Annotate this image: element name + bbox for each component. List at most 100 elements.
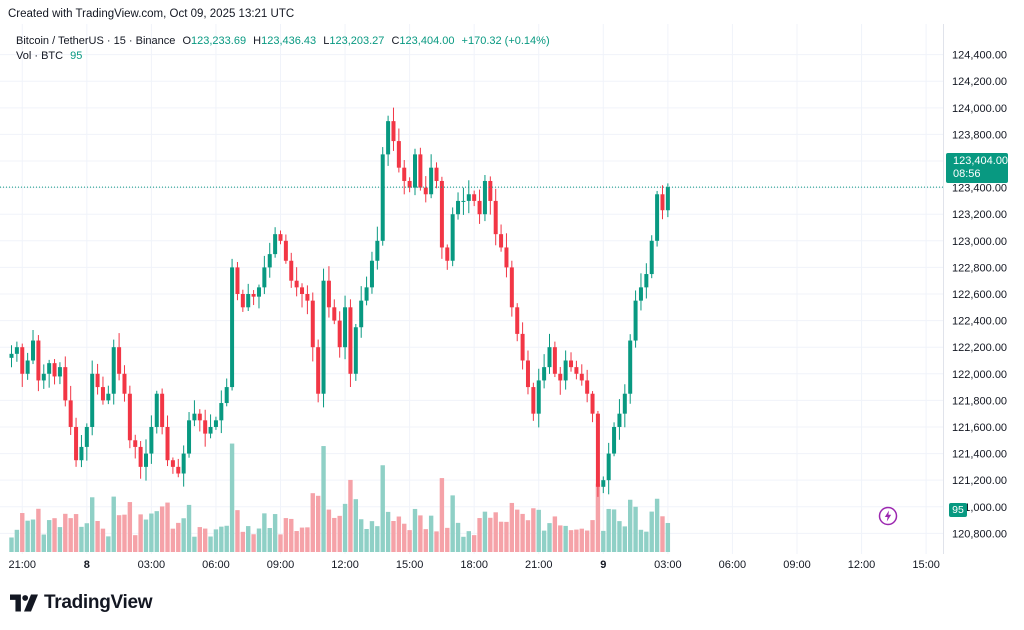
bar-countdown: 08:56 (953, 168, 981, 180)
candle-body (482, 180, 487, 215)
candle-body (525, 360, 530, 388)
time-tick-label: 21:00 (8, 559, 36, 571)
volume-bar (649, 511, 654, 552)
volume-bar (149, 513, 154, 552)
legend-high-label: H (253, 35, 262, 47)
volume-bar (482, 511, 488, 552)
price-tick-label: 124,200.00 (952, 76, 1007, 88)
tradingview-brand[interactable]: TradingView (10, 592, 153, 614)
legend-volume-label[interactable]: Vol · BTC (16, 50, 64, 62)
candle-body (391, 121, 396, 142)
legend-change-value: +170.32 (+0.14%) (461, 35, 550, 47)
candle-body (450, 214, 455, 261)
price-tick-label: 121,200.00 (952, 475, 1007, 487)
price-tick-label: 120,800.00 (952, 528, 1007, 540)
price-axis[interactable]: 120,800.00 121,000.00 121,200.00 121,400.00… (952, 50, 1007, 541)
candle-body (273, 234, 278, 255)
volume-bar (579, 528, 584, 552)
volume-bar (434, 531, 439, 552)
candlestick-chart[interactable]: 120,800.00 121,000.00 121,200.00 121,400.00… (0, 24, 1024, 580)
volume-bar (466, 531, 471, 552)
volume-bar (299, 527, 305, 552)
volume-bar (79, 526, 84, 552)
volume-bar (41, 534, 46, 552)
candle-body (294, 280, 299, 288)
candle-body (536, 380, 541, 414)
volume-bar (380, 465, 385, 552)
price-tick-label: 124,400.00 (952, 50, 1007, 62)
volume-bar (633, 506, 638, 552)
chart-area[interactable]: 120,800.00 121,000.00 121,200.00 121,400.00… (0, 24, 1024, 580)
candle-body (466, 194, 471, 201)
candle-body (413, 154, 417, 188)
volume-bar (660, 516, 665, 552)
volume-bar (509, 502, 515, 552)
candle-body (644, 274, 649, 288)
candle-body (380, 154, 385, 241)
volume-bar (192, 536, 197, 552)
candle-body (660, 194, 665, 211)
price-tick-label: 122,800.00 (952, 262, 1007, 274)
volume-bar (202, 528, 208, 552)
candle-body (100, 387, 105, 401)
price-tick-label: 123,400.00 (952, 183, 1007, 195)
candle-body (418, 154, 423, 188)
lightning-bolt-icon[interactable] (878, 506, 898, 526)
grid-lines (0, 24, 943, 554)
volume-bar (20, 513, 25, 552)
candle-body (300, 287, 305, 294)
volume-bar (628, 499, 633, 552)
volume-bar (536, 509, 541, 552)
volume-bar (321, 446, 326, 552)
volume-bar (385, 511, 391, 552)
candle-body (160, 393, 165, 427)
candle-body (213, 420, 218, 427)
candle-body (477, 200, 482, 215)
candle-body (590, 393, 595, 414)
candles (9, 107, 670, 497)
chart-legend: Bitcoin / TetherUS · 15 · Binance O123,2… (16, 34, 550, 64)
candle-body (117, 347, 122, 374)
candle-body (122, 373, 127, 394)
volume-bar (122, 514, 127, 552)
candle-body (305, 294, 310, 301)
candle-body (633, 300, 638, 341)
candle-body (84, 426, 89, 447)
candle-body (246, 294, 251, 308)
candle-body (337, 320, 342, 348)
candle-body (585, 380, 590, 394)
volume-bar (520, 513, 525, 552)
volume-bar (310, 493, 315, 552)
volume-bar (471, 535, 477, 552)
candle-body (144, 453, 148, 467)
legend-symbol[interactable]: Bitcoin / TetherUS · 15 · Binance (16, 35, 176, 47)
volume-bar (418, 515, 423, 552)
candle-body (278, 234, 283, 241)
volume-bar (445, 527, 450, 552)
volume-bar (498, 521, 504, 552)
price-tick-label: 121,600.00 (952, 422, 1007, 434)
candle-body (165, 426, 170, 461)
volume-bar (25, 520, 30, 552)
volume-bar (127, 502, 133, 552)
candle-body (181, 453, 186, 474)
candle-body (504, 247, 509, 268)
candle-body (359, 300, 364, 328)
volume-bar (283, 518, 289, 552)
candle-body (579, 373, 584, 381)
candle-body (197, 413, 202, 421)
volume-bar (515, 509, 520, 552)
price-tick-label: 121,400.00 (952, 449, 1007, 461)
volume-bar (111, 496, 116, 552)
price-tick-label: 122,000.00 (952, 369, 1007, 381)
candle-body (429, 167, 434, 195)
time-tick-label: 03:00 (138, 559, 166, 571)
candle-body (57, 367, 62, 377)
candle-body (74, 426, 79, 461)
candle-body (423, 187, 428, 195)
candle-body (9, 353, 14, 358)
volume-bar (525, 520, 531, 552)
volume-bar (611, 509, 617, 552)
time-axis[interactable]: 21:00 8 03:00 06:00 09:00 12:00 15:00 18:00 21:0… (8, 559, 939, 571)
volume-bar (106, 536, 111, 552)
